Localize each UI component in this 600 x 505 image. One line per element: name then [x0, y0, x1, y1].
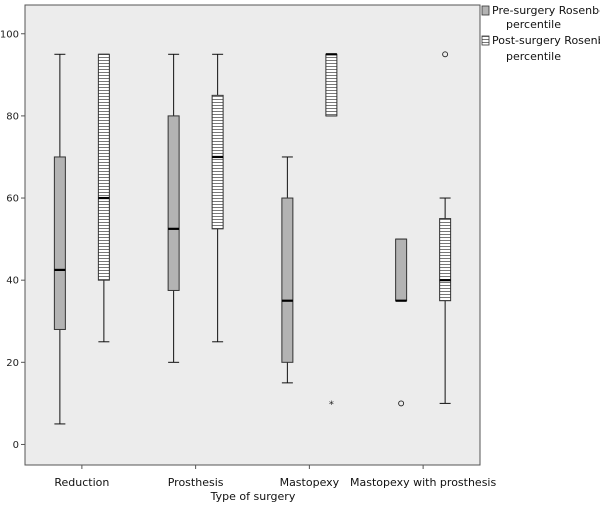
box-1-0	[97, 53, 110, 343]
boxplot-marks: *	[53, 51, 452, 425]
x-tick-label: Mastopexy with prosthesis	[350, 476, 496, 489]
iqr-box	[439, 218, 452, 302]
box-1-1	[211, 53, 224, 343]
x-axis-title: Type of surgery	[210, 490, 296, 503]
x-axis: Reduction Prosthesis Mastopexy Mastopexy wi…	[54, 465, 496, 489]
box-0-0	[53, 53, 66, 425]
outlier-star: *	[329, 399, 334, 410]
y-tick-label: 0	[13, 440, 19, 451]
x-tick-label: Reduction	[54, 476, 109, 489]
legend-swatch-post	[481, 35, 490, 46]
outlier-circle	[398, 400, 405, 407]
y-tick-label: 40	[6, 276, 19, 287]
box-0-3	[395, 238, 408, 407]
iqr-box	[167, 115, 180, 291]
box-1-2: *	[325, 53, 338, 410]
box-0-1	[167, 53, 180, 363]
plot-area	[24, 4, 481, 466]
iqr-box	[395, 238, 408, 302]
legend-swatch-pre	[481, 5, 490, 16]
x-tick-label: Prosthesis	[168, 476, 224, 489]
box-0-2	[281, 156, 294, 384]
legend-label-pre-line1: Pre-surgery Rosenberg	[492, 4, 600, 17]
legend-label-post-line2: percentile	[506, 50, 561, 63]
x-tick-label: Mastopexy	[280, 476, 340, 489]
y-axis: 0 20 40 60 80 100	[0, 29, 25, 451]
legend: Pre-surgery Rosenberg percentile Post-su…	[481, 4, 600, 63]
outlier-circle	[442, 51, 449, 58]
legend-label-pre-line2: percentile	[506, 18, 561, 31]
box-1-3	[439, 51, 452, 404]
y-tick-label: 20	[6, 358, 19, 369]
legend-label-post-line1: Post-surgery Rosenberg	[492, 34, 600, 47]
iqr-box	[281, 197, 294, 363]
iqr-box	[325, 53, 338, 117]
y-tick-label: 80	[6, 111, 19, 122]
iqr-box	[211, 94, 224, 230]
iqr-box	[53, 156, 66, 330]
y-tick-label: 100	[0, 29, 19, 40]
iqr-box	[97, 53, 110, 281]
y-tick-label: 60	[6, 194, 19, 205]
